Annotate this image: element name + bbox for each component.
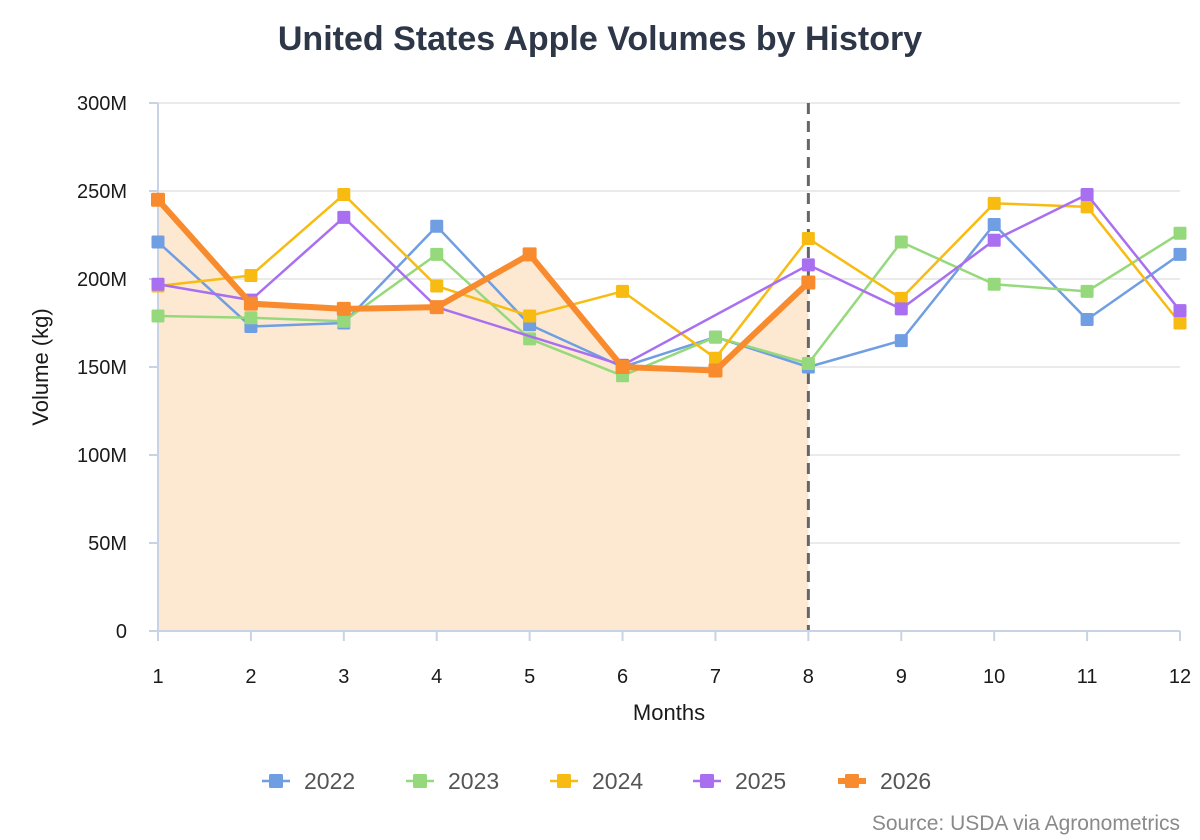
data-point-2022[interactable] bbox=[1173, 247, 1187, 261]
data-point-2022[interactable] bbox=[430, 219, 444, 233]
data-point-2023[interactable] bbox=[151, 309, 165, 323]
data-point-2026[interactable] bbox=[429, 300, 444, 315]
data-point-2024[interactable] bbox=[1080, 200, 1094, 214]
legend[interactable]: 2022 2023 2024 2025 2026 bbox=[262, 768, 931, 794]
data-point-2024[interactable] bbox=[708, 351, 722, 365]
x-tick-label: 1 bbox=[152, 666, 163, 688]
legend-swatch-marker bbox=[557, 774, 571, 788]
data-point-2025[interactable] bbox=[801, 258, 815, 272]
legend-label: 2022 bbox=[304, 768, 355, 794]
legend-swatch-marker bbox=[700, 774, 714, 788]
x-tick-label: 3 bbox=[338, 666, 349, 688]
data-point-2024[interactable] bbox=[523, 309, 537, 323]
data-point-2026[interactable] bbox=[801, 275, 816, 290]
y-tick-label: 150M bbox=[77, 357, 127, 379]
legend-item-2024[interactable]: 2024 bbox=[550, 768, 643, 794]
legend-swatch-marker bbox=[269, 774, 283, 788]
data-point-2022[interactable] bbox=[151, 235, 165, 249]
legend-swatch-marker bbox=[413, 774, 427, 788]
data-point-2025[interactable] bbox=[894, 302, 908, 316]
series-line-2022 bbox=[157, 223, 1181, 369]
legend-label: 2025 bbox=[735, 768, 786, 794]
x-tick-label: 6 bbox=[617, 666, 628, 688]
legend-swatch-marker bbox=[845, 774, 859, 788]
legend-item-2026[interactable]: 2026 bbox=[838, 768, 931, 794]
shaded-area bbox=[158, 199, 809, 632]
x-tick-label: 8 bbox=[803, 666, 814, 688]
data-point-2024[interactable] bbox=[337, 188, 351, 202]
data-point-2023[interactable] bbox=[708, 330, 722, 344]
legend-label: 2024 bbox=[592, 768, 643, 794]
y-tick-label: 200M bbox=[77, 269, 127, 291]
data-point-2025[interactable] bbox=[1173, 304, 1187, 318]
series-line-2025 bbox=[157, 193, 1181, 367]
data-point-2024[interactable] bbox=[987, 196, 1001, 210]
x-tick-label: 11 bbox=[1077, 666, 1098, 688]
y-tick-label: 0 bbox=[116, 621, 127, 643]
x-axis-label: Months bbox=[633, 700, 705, 725]
data-point-2023[interactable] bbox=[801, 356, 815, 370]
data-point-2024[interactable] bbox=[244, 268, 258, 282]
x-tick-labels: 1 2 3 4 5 6 7 8 9 10 11 12 bbox=[152, 666, 1191, 688]
y-tick-label: 250M bbox=[77, 181, 127, 203]
series-line-2023 bbox=[157, 232, 1181, 378]
series-line-2024 bbox=[157, 193, 1181, 360]
x-tick-label: 4 bbox=[431, 666, 442, 688]
data-point-2025[interactable] bbox=[337, 210, 351, 224]
data-point-2023[interactable] bbox=[894, 235, 908, 249]
data-point-2022[interactable] bbox=[1080, 312, 1094, 326]
data-point-2023[interactable] bbox=[430, 247, 444, 261]
x-tick-label: 2 bbox=[245, 666, 256, 688]
x-tick-label: 7 bbox=[710, 666, 721, 688]
data-point-2023[interactable] bbox=[1080, 284, 1094, 298]
legend-item-2023[interactable]: 2023 bbox=[406, 768, 499, 794]
series-2026[interactable] bbox=[151, 192, 816, 378]
legend-item-2022[interactable]: 2022 bbox=[262, 768, 355, 794]
y-tick-label: 100M bbox=[77, 445, 127, 467]
source-note: Source: USDA via Agronometrics bbox=[872, 812, 1180, 835]
series-lines bbox=[151, 188, 1187, 383]
x-tick-label: 12 bbox=[1169, 666, 1191, 688]
legend-label: 2023 bbox=[448, 768, 499, 794]
data-point-2024[interactable] bbox=[801, 232, 815, 246]
data-point-2022[interactable] bbox=[894, 334, 908, 348]
data-point-2025[interactable] bbox=[151, 277, 165, 291]
data-point-2026[interactable] bbox=[522, 247, 537, 262]
y-tick-label: 50M bbox=[88, 533, 127, 555]
series-line-2026 bbox=[155, 197, 811, 374]
data-point-2026[interactable] bbox=[151, 192, 165, 207]
data-point-2023[interactable] bbox=[244, 311, 258, 325]
data-point-2023[interactable] bbox=[337, 314, 351, 328]
data-point-2026[interactable] bbox=[336, 301, 351, 316]
data-point-2026[interactable] bbox=[708, 363, 723, 378]
legend-label: 2026 bbox=[880, 768, 931, 794]
data-point-2024[interactable] bbox=[894, 291, 908, 305]
data-point-2025[interactable] bbox=[1080, 188, 1094, 202]
y-axis-label: Volume (kg) bbox=[28, 308, 53, 425]
chart-title: United States Apple Volumes by History bbox=[278, 20, 922, 58]
legend-item-2025[interactable]: 2025 bbox=[693, 768, 786, 794]
series-2023[interactable] bbox=[151, 226, 1187, 383]
y-tick-label: 300M bbox=[77, 93, 127, 115]
data-point-2025[interactable] bbox=[987, 233, 1001, 247]
x-tick-label: 5 bbox=[524, 666, 535, 688]
x-tick-label: 10 bbox=[983, 666, 1005, 688]
data-point-2023[interactable] bbox=[987, 277, 1001, 291]
x-tick-label: 9 bbox=[896, 666, 907, 688]
y-tick-labels: 0 50M 100M 150M 200M 250M 300M bbox=[77, 93, 127, 643]
shaded-area-2026 bbox=[158, 199, 809, 632]
data-point-2024[interactable] bbox=[616, 284, 630, 298]
data-point-2026[interactable] bbox=[615, 360, 630, 374]
data-point-2023[interactable] bbox=[1173, 226, 1187, 240]
data-point-2022[interactable] bbox=[987, 217, 1001, 231]
data-point-2024[interactable] bbox=[430, 279, 444, 293]
data-point-2024[interactable] bbox=[1173, 316, 1187, 330]
data-point-2026[interactable] bbox=[243, 296, 258, 311]
axes bbox=[149, 102, 1181, 641]
